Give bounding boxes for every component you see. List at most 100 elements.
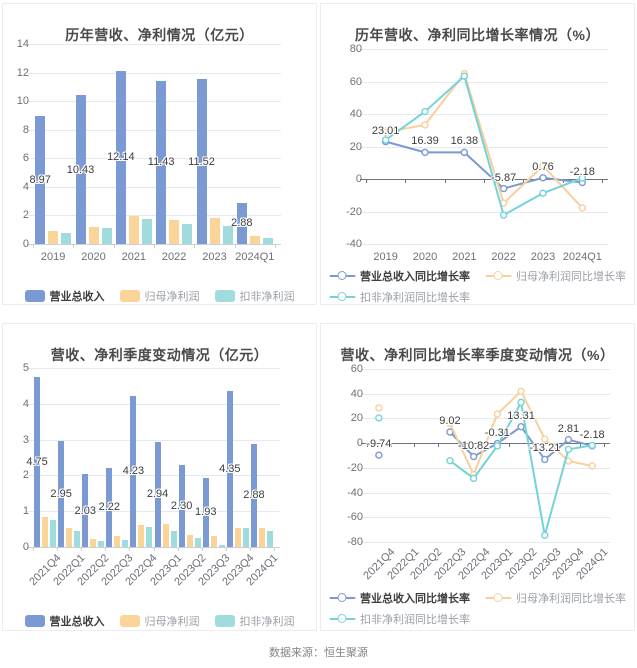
gridline	[27, 511, 280, 513]
legend-item-营业总收入[interactable]: 营业总收入	[24, 288, 105, 304]
legend-swatch-icon	[119, 615, 140, 627]
y-axis-label: -40	[347, 486, 363, 499]
gridline	[361, 542, 610, 543]
axis-tick	[81, 547, 83, 551]
legend-item-扣非净利润同比增长率[interactable]: 扣非净利润同比增长率	[329, 611, 470, 627]
x-axis-label: 2022	[491, 251, 516, 263]
chart-panel-quarterly-revenue: 营收、净利季度变动情况（亿元） 0 1 2 3 4 5 4.75 2.95 2.03 2.22 4.…	[2, 323, 317, 631]
axis-tick	[73, 244, 75, 248]
value-label: 2.03	[74, 504, 96, 517]
value-label: 2.94	[146, 488, 169, 501]
legend-item-营业总收入[interactable]: 营业总收入	[24, 613, 105, 629]
legend-item-扣非净利润[interactable]: 扣非净利润	[214, 288, 295, 304]
data-point-扣非净利润同比增长率	[588, 441, 596, 450]
x-axis-label: 2019	[40, 251, 66, 263]
bar-营业总收入	[156, 80, 167, 244]
bar-扣非净利润	[122, 540, 129, 547]
bar-扣非净利润	[61, 233, 72, 244]
legend-circle-icon	[337, 614, 346, 623]
chart-panel-quarterly-growth: 营收、净利同比增长率季度变动情况（%） -80 -60 -40 -20 0 20 40 60-…	[320, 323, 635, 631]
bar-扣非净利润	[74, 530, 81, 547]
x-axis-label: 2023	[202, 251, 227, 263]
legend-item-营业总收入同比增长率[interactable]: 营业总收入同比增长率	[329, 590, 470, 606]
y-axis-label: -80	[347, 536, 363, 548]
legend-item-归母净利润同比增长率[interactable]: 归母净利润同比增长率	[485, 268, 626, 284]
value-label: -13.21	[529, 442, 561, 455]
axis-tick	[105, 547, 107, 551]
value-label: -2.18	[569, 165, 595, 178]
chart-title: 营收、净利同比增长率季度变动情况（%）	[340, 347, 615, 363]
gridline	[361, 369, 610, 370]
axis-tick	[405, 179, 407, 183]
data-point-营业总收入同比增长率	[539, 174, 547, 182]
data-point-扣非净利润同比增长率	[421, 107, 429, 116]
bar-营业总收入	[115, 70, 126, 244]
legend-item-归母净利润[interactable]: 归母净利润	[119, 288, 200, 304]
legend-item-扣非净利润同比增长率[interactable]: 扣非净利润同比增长率	[329, 289, 470, 305]
bar-归母净利润	[258, 528, 265, 547]
value-label: 16.38	[450, 135, 479, 148]
bar-归母净利润	[162, 523, 169, 547]
bar-扣非净利润	[98, 540, 105, 547]
legend-circle-icon	[493, 271, 502, 280]
bar-营业总收入	[226, 391, 233, 547]
legend-item-扣非净利润[interactable]: 扣非净利润	[214, 613, 295, 629]
axis-tick	[113, 244, 115, 248]
data-point-扣非净利润同比增长率	[460, 72, 469, 80]
line-series-svg	[375, 387, 596, 539]
bar-归母净利润	[234, 527, 241, 547]
y-axis-label: 3	[22, 433, 29, 446]
value-label: 2.88	[243, 489, 265, 502]
legend-item-营业总收入同比增长率[interactable]: 营业总收入同比增长率	[329, 268, 470, 284]
y-axis-label: 0	[355, 173, 362, 185]
chart-plot-quarterly-revenue: 0 1 2 3 4 5 4.75 2.95 2.03 2.22 4.23 2.94 2.30 1.93 4.…	[3, 324, 316, 630]
legend-item-归母净利润[interactable]: 归母净利润	[119, 613, 200, 629]
bar-归母净利润	[128, 216, 139, 244]
bar-归母净利润	[48, 231, 59, 244]
legend-label: 归母净利润同比增长率	[516, 593, 626, 605]
axis-tick	[484, 179, 485, 183]
bar-扣非净利润	[50, 520, 57, 547]
value-label: 2.95	[50, 488, 72, 501]
axis-tick	[194, 244, 196, 248]
x-axis-label: 2022	[161, 251, 187, 263]
axis-tick	[33, 244, 34, 248]
value-label: 2.22	[98, 501, 121, 514]
axis-tick	[390, 443, 392, 448]
data-point-归母净利润同比增长率	[541, 435, 549, 443]
bar-归母净利润	[210, 535, 217, 547]
gridline	[360, 114, 608, 115]
y-axis-label: 14	[16, 38, 29, 50]
bar-扣非净利润	[222, 225, 233, 244]
bar-扣非净利润	[141, 218, 152, 244]
value-label: -2.18	[579, 428, 605, 441]
data-point-营业总收入同比增长率	[375, 451, 383, 459]
axis-tick	[234, 244, 236, 248]
y-axis-label: 2	[22, 209, 29, 222]
bar-扣非净利润	[218, 545, 225, 547]
legend-item-归母净利润同比增长率[interactable]: 归母净利润同比增长率	[485, 590, 626, 606]
axis-tick	[225, 547, 227, 551]
axis-tick	[57, 547, 59, 551]
legend-label: 归母净利润	[144, 291, 200, 303]
legend-row: 营业总收入 归母净利润 扣非净利润	[24, 288, 295, 304]
legend-swatch-icon	[214, 290, 235, 302]
y-axis-label: -40	[346, 238, 362, 250]
y-axis-label: 40	[350, 387, 363, 400]
axis-tick	[414, 443, 416, 448]
axis-tick	[201, 547, 203, 551]
bar-营业总收入	[75, 95, 86, 244]
gridline	[27, 101, 281, 103]
value-label: 4.23	[122, 465, 145, 478]
axis-tick	[509, 443, 511, 448]
gridline	[27, 475, 280, 477]
data-point-营业总收入同比增长率	[499, 184, 508, 193]
bar-归母净利润	[66, 528, 73, 547]
legend-row: 营业总收入同比增长率 归母净利润同比增长率	[329, 268, 626, 284]
bar-营业总收入	[130, 395, 137, 547]
axis-tick	[604, 443, 605, 448]
legend-line-marker-icon	[485, 271, 511, 281]
data-point-归母净利润同比增长率	[446, 419, 454, 428]
legend-circle-icon	[493, 593, 502, 602]
